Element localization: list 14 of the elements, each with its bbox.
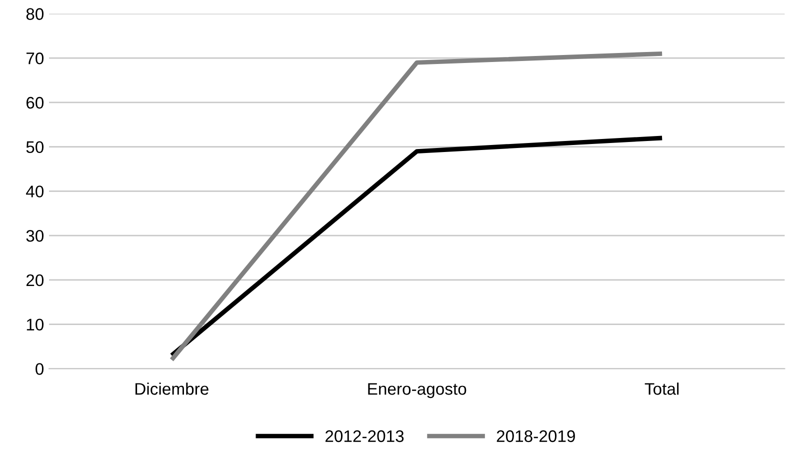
y-tick-label: 0 [36, 363, 44, 375]
y-tick-label: 20 [26, 274, 44, 286]
y-tick-label: 50 [26, 141, 44, 154]
legend-label: 2018-2019 [496, 430, 575, 442]
x-tick-label: Diciembre [136, 382, 208, 395]
x-tick-label: Total [644, 382, 679, 395]
legend-label: 2012-2013 [326, 430, 404, 442]
y-tick-label: 30 [26, 230, 44, 242]
y-tick-label: 40 [26, 186, 44, 198]
y-tick-label: 60 [26, 96, 44, 109]
y-tick-label: 80 [26, 8, 44, 20]
y-tick-label: 70 [26, 52, 44, 64]
y-tick-label: 10 [26, 318, 44, 331]
x-tick-label: Enero-agosto [368, 383, 466, 398]
